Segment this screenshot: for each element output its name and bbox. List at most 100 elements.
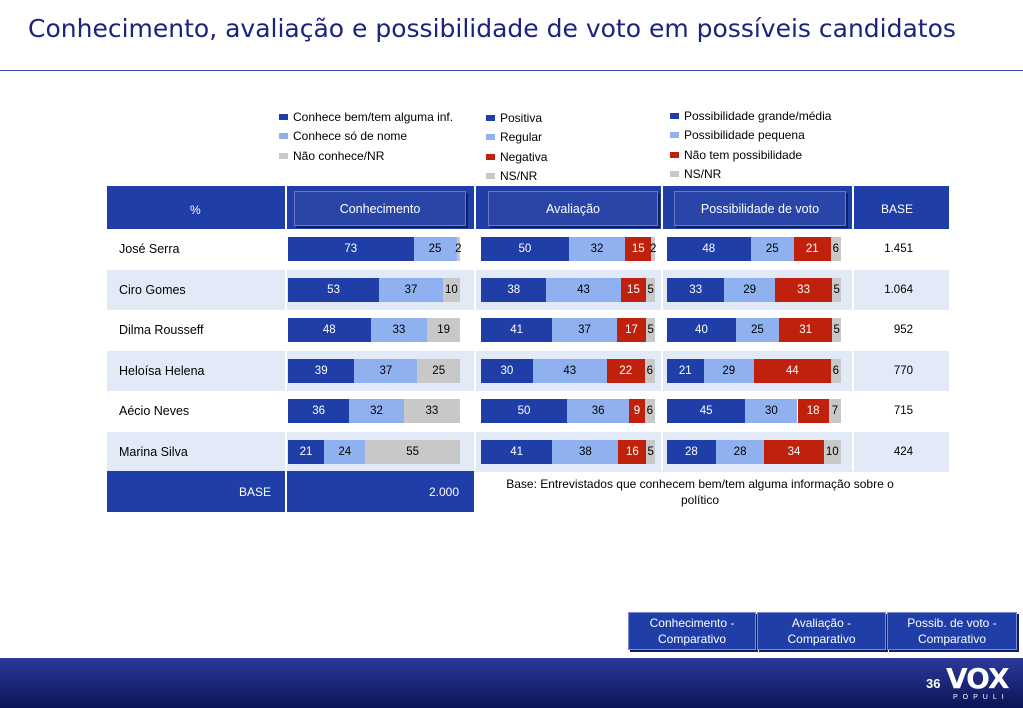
data-label: 30 <box>500 364 514 377</box>
bar-segment: 24 <box>324 439 366 464</box>
data-label: 15 <box>627 283 640 296</box>
data-label: 36 <box>312 405 326 417</box>
stacked-bar: 21 29 44 6 <box>667 358 841 383</box>
bar-segment: 32 <box>349 399 404 423</box>
legend-label: Possibilidade pequena <box>684 128 805 143</box>
data-label: 22 <box>619 364 633 377</box>
data-label: 5 <box>647 445 654 458</box>
stacked-bar: 21 24 55 <box>288 439 460 464</box>
logo-subtitle: POPULI <box>953 694 1009 701</box>
data-label: 30 <box>764 405 778 417</box>
bar-segment: 5 <box>832 318 841 342</box>
bar-segment: 10 <box>442 277 460 302</box>
footer-base-label-cell: BASE <box>107 471 285 512</box>
nav-possib-voto-comparativo[interactable]: Possib. de voto - Comparativo <box>887 612 1017 650</box>
stacked-bar: 33 29 33 5 <box>667 277 841 302</box>
bar-segment: 50 <box>481 237 569 261</box>
data-label: 41 <box>510 445 524 458</box>
bar-segment: 15 <box>625 237 652 261</box>
legend-swatch <box>279 152 288 159</box>
bar-segment: 15 <box>620 277 647 302</box>
data-label: 6 <box>646 405 654 417</box>
candidate-name: Aécio Neves <box>119 404 190 418</box>
nav-conhecimento-comparativo[interactable]: Conhecimento - Comparativo <box>628 612 756 650</box>
legend-item: Possibilidade pequena <box>670 126 831 146</box>
bar-segment: 41 <box>481 318 553 342</box>
data-label: 5 <box>833 324 840 336</box>
bar-segment: 22 <box>606 358 645 383</box>
data-label: 32 <box>370 405 383 417</box>
bar-segment: 37 <box>552 318 617 342</box>
legend-item: NS/NR <box>670 165 831 185</box>
bar-segment: 9 <box>629 399 645 423</box>
legend-swatch <box>670 151 679 158</box>
legend-label: Não conhece/NR <box>293 148 385 163</box>
legend-item: Positiva <box>486 108 547 128</box>
bar-segment: 25 <box>413 237 457 261</box>
stacked-bar: 38 43 15 5 <box>481 277 655 302</box>
data-label: 50 <box>517 405 531 417</box>
tab-conhecimento[interactable]: Conhecimento <box>294 191 466 226</box>
data-label: 18 <box>806 405 820 417</box>
bar-segment: 32 <box>568 237 626 261</box>
bar-segment: 38 <box>481 277 547 302</box>
stacked-bar: 48 33 19 <box>288 318 460 342</box>
data-label: 10 <box>825 445 839 458</box>
data-label: 41 <box>510 324 524 336</box>
base-value: 770 <box>893 364 913 377</box>
nav-avaliacao-comparativo[interactable]: Avaliação - Comparativo <box>757 612 886 650</box>
candidate-name: Marina Silva <box>119 444 188 459</box>
stacked-bar: 73 25 2 <box>288 237 461 261</box>
tab-avaliacao[interactable]: Avaliação <box>488 191 658 226</box>
stacked-bar: 45 30 18 7 <box>667 399 841 423</box>
data-label: 32 <box>590 243 604 255</box>
stacked-bar: 36 32 33 <box>288 399 460 423</box>
bar-segment: 31 <box>778 318 833 342</box>
data-label: 21 <box>678 364 692 377</box>
data-label: 40 <box>695 324 708 336</box>
legend-swatch <box>486 173 495 180</box>
data-label: 6 <box>832 243 839 255</box>
bar-segment: 33 <box>403 399 460 423</box>
bar-segment: 25 <box>735 318 779 342</box>
base-header: BASE <box>881 202 914 216</box>
legend-item: Possibilidade grande/média <box>670 106 831 126</box>
legend-item: Negativa <box>486 147 547 167</box>
data-label: 25 <box>765 243 779 255</box>
page-number: 36 <box>926 676 941 691</box>
base-value: 1.064 <box>884 283 913 296</box>
legend-label: Não tem possibilidade <box>684 147 803 162</box>
bar-segment: 48 <box>288 318 371 342</box>
legend-item: Conhece bem/tem alguma inf. <box>279 107 453 127</box>
legend-item: NS/NR <box>486 167 547 187</box>
data-label: 25 <box>751 324 764 336</box>
data-label: 38 <box>507 283 521 296</box>
bar-segment: 6 <box>830 237 841 261</box>
vox-logo: VOX <box>946 662 1010 695</box>
tab-possibilidade-voto[interactable]: Possibilidade de voto <box>674 191 846 226</box>
bar-segment: 10 <box>823 439 841 464</box>
bar-segment: 48 <box>667 237 751 261</box>
data-label: 33 <box>797 283 810 296</box>
candidate-name: Dilma Rousseff <box>119 323 204 337</box>
data-label: 48 <box>702 243 716 255</box>
data-label: 36 <box>591 405 605 417</box>
data-label: 48 <box>322 324 336 336</box>
legend-item: Não tem possibilidade <box>670 145 831 165</box>
bar-segment: 21 <box>794 237 831 261</box>
bar-segment: 30 <box>481 358 533 383</box>
data-label: 28 <box>684 445 698 458</box>
data-label: 45 <box>699 405 713 417</box>
data-label: 19 <box>437 324 451 336</box>
legend-label: NS/NR <box>684 167 722 182</box>
bar-segment: 45 <box>667 399 746 423</box>
bar-segment: 25 <box>417 358 460 383</box>
column-divider <box>285 186 287 471</box>
stacked-bar: 48 25 21 6 <box>667 237 841 261</box>
legend-label: Positiva <box>500 110 543 125</box>
data-label: 16 <box>625 445 639 458</box>
base-value: 1.451 <box>884 243 913 255</box>
data-label: 31 <box>799 324 813 336</box>
legend-label: Conhece bem/tem alguma inf. <box>293 109 454 124</box>
data-label: 15 <box>631 243 645 255</box>
